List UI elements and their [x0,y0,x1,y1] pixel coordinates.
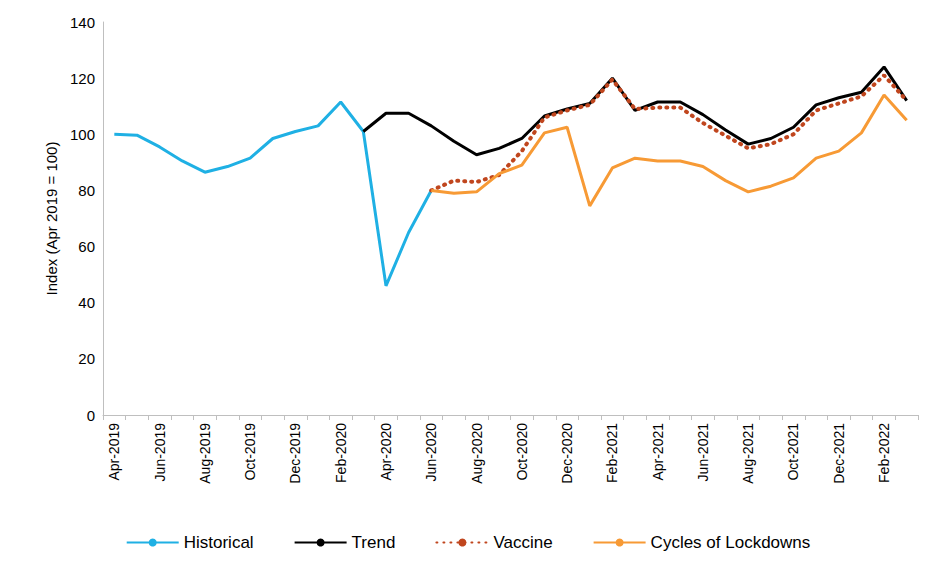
svg-text:Apr-2019: Apr-2019 [106,423,122,481]
svg-text:120: 120 [70,70,95,87]
svg-text:Oct-2021: Oct-2021 [785,423,801,481]
svg-text:Oct-2020: Oct-2020 [514,423,530,481]
svg-text:80: 80 [78,182,95,199]
svg-text:Apr-2020: Apr-2020 [378,423,394,481]
svg-text:60: 60 [78,238,95,255]
svg-text:Feb-2020: Feb-2020 [333,423,349,483]
svg-text:0: 0 [87,407,95,424]
svg-text:Index (Apr 2019 = 100): Index (Apr 2019 = 100) [43,142,60,296]
svg-text:Vaccine: Vaccine [493,533,552,552]
svg-text:Aug-2019: Aug-2019 [197,423,213,484]
svg-text:Apr-2021: Apr-2021 [650,423,666,481]
svg-text:20: 20 [78,350,95,367]
svg-text:Feb-2021: Feb-2021 [604,423,620,483]
svg-text:Oct-2019: Oct-2019 [242,423,258,481]
svg-text:100: 100 [70,126,95,143]
svg-text:Jun-2021: Jun-2021 [695,423,711,482]
svg-text:Trend: Trend [352,533,396,552]
svg-text:Jun-2020: Jun-2020 [423,423,439,482]
svg-text:Dec-2021: Dec-2021 [831,423,847,484]
svg-text:Historical: Historical [184,533,254,552]
svg-text:Feb-2022: Feb-2022 [876,423,892,483]
svg-text:140: 140 [70,14,95,31]
svg-text:Aug-2020: Aug-2020 [469,423,485,484]
svg-text:Dec-2019: Dec-2019 [287,423,303,484]
svg-text:Jun-2019: Jun-2019 [152,423,168,482]
svg-text:Dec-2020: Dec-2020 [559,423,575,484]
svg-text:40: 40 [78,294,95,311]
svg-text:Aug-2021: Aug-2021 [740,423,756,484]
svg-text:Cycles of Lockdowns: Cycles of Lockdowns [651,533,811,552]
